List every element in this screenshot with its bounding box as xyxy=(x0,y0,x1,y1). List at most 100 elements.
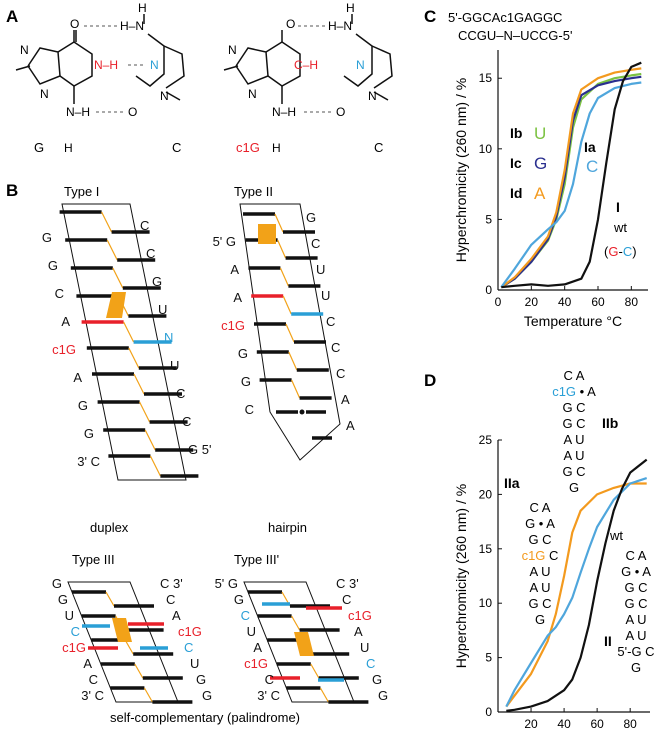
t2-left-base: A xyxy=(230,262,239,277)
chartC-y-tick-label: 5 xyxy=(485,212,492,226)
t1-rung-link xyxy=(133,373,145,395)
seq-top: 5'-GGCAc1GAGGC xyxy=(448,10,562,25)
chartD-y-tick-label: 0 xyxy=(485,705,492,719)
t2-rung-link xyxy=(274,213,284,233)
hp-iib-row: C A xyxy=(564,368,585,383)
c1g-atom-ch: C–H xyxy=(294,58,318,72)
c2-atom-h4: H–N xyxy=(328,19,352,33)
t1-rung-link xyxy=(139,401,151,423)
hp-wt-row: A U xyxy=(626,612,647,627)
label-i: I xyxy=(616,199,620,215)
hp-iib-row: G C xyxy=(562,416,585,431)
t1-rung-link xyxy=(144,429,156,451)
hp-iib-row: c1G • A xyxy=(552,384,596,399)
t3-right-base: C xyxy=(166,592,175,607)
t1-right-base: G xyxy=(152,274,162,289)
t3-right-base: C xyxy=(184,640,193,655)
t4-right-base: G xyxy=(378,688,388,703)
panel-a: A N N O N–H N–H H G H–N N O xyxy=(6,1,393,155)
t2-left-base: G xyxy=(238,346,248,361)
t2-rung-link xyxy=(282,295,292,315)
panel-a-label: A xyxy=(6,7,18,26)
hp-wt-row: G C xyxy=(624,580,647,595)
hp-iia-row: G • A xyxy=(525,516,555,531)
chartD-y-tick-label: 25 xyxy=(479,433,493,447)
t2-rung-link xyxy=(288,351,298,371)
label-ii: II xyxy=(604,633,612,649)
hbonds-c1g-c xyxy=(298,25,334,113)
hp-wt-row: A U xyxy=(626,628,647,643)
t1-right-base: G 5' xyxy=(188,442,211,457)
hbonds-g-c xyxy=(84,25,146,113)
g-structure xyxy=(15,30,93,104)
t2-rung-link xyxy=(277,239,287,259)
g-atom-n7: N xyxy=(20,43,29,57)
hp-iia-row: c1G C xyxy=(522,548,559,563)
type-iii-title: Type III xyxy=(72,552,115,567)
panel-c: C 5'-GGCAc1GAGGC CCGU–N–UCCG-5' 0 20 40 60 8… xyxy=(424,7,648,329)
t2-right-base: C xyxy=(326,314,335,329)
t2-left-base: A xyxy=(233,290,242,305)
label-ib-n: U xyxy=(534,124,546,143)
label-ib: Ib xyxy=(510,125,522,141)
t4-right-base: C 3' xyxy=(336,576,359,591)
t2-right-base: A xyxy=(346,418,355,433)
t3-left-base: A xyxy=(83,656,92,671)
g-atom-o6: O xyxy=(70,17,79,31)
g-atom-n2h: N–H xyxy=(66,105,90,119)
chartC-x-tick-label: 80 xyxy=(625,295,639,309)
t4-left-base: G xyxy=(234,592,244,607)
t2-rung-link xyxy=(291,379,301,399)
t3-right-base: A xyxy=(172,608,181,623)
t1-rung-link xyxy=(101,211,113,233)
c1-atom-n1: N xyxy=(160,89,169,103)
hp-iia-row: A U xyxy=(530,564,551,579)
t1-left-base: A xyxy=(61,314,70,329)
chartD-y-tick-label: 10 xyxy=(479,596,493,610)
c1g-atom-nh: N–H xyxy=(272,105,296,119)
c1g-name: c1G xyxy=(236,140,260,155)
t4-left-base: C xyxy=(265,672,274,687)
label-wt-pair: (G-C) xyxy=(604,244,637,259)
c2-atom-n3: N xyxy=(356,58,365,72)
t1-right-base: N xyxy=(164,330,173,345)
c-structure xyxy=(135,14,185,101)
c1-atom-o2: O xyxy=(128,105,137,119)
chartC-x-tick-label: 60 xyxy=(591,295,605,309)
t1-right-base: C xyxy=(146,246,155,261)
series-ia xyxy=(500,81,642,288)
t3-right-base: U xyxy=(190,656,199,671)
t2-right-base: U xyxy=(321,288,330,303)
c1g-atom-h: H xyxy=(272,141,281,155)
t4-right-base: c1G xyxy=(348,608,372,623)
t1-right-base: C xyxy=(140,218,149,233)
hp-iib-row: G C xyxy=(562,464,585,479)
t3-right-base: C 3' xyxy=(160,576,183,591)
hp-iia-row: G xyxy=(535,612,545,627)
c1g-atom-n9: N xyxy=(248,87,257,101)
panel-c-label: C xyxy=(424,7,436,26)
hp-iib-row: A U xyxy=(564,432,585,447)
hp-iib-row: A U xyxy=(564,448,585,463)
t4-rung-link xyxy=(319,687,329,703)
type-i-caption: duplex xyxy=(90,520,129,535)
t3-rung-link xyxy=(143,687,153,703)
t4-right-base: C xyxy=(342,592,351,607)
t1-rung-link xyxy=(123,321,135,343)
panel-b-label: B xyxy=(6,181,18,200)
hp-iib-row: G xyxy=(569,480,579,495)
t4-right-base: G xyxy=(372,672,382,687)
hp-iia-row: C A xyxy=(530,500,551,515)
chartD-y-tick-label: 15 xyxy=(479,542,493,556)
t4-left-base: A xyxy=(253,640,262,655)
t3-left-base: C xyxy=(71,624,80,639)
hp-wt-row: G xyxy=(631,660,641,675)
label-ic: Ic xyxy=(510,155,522,171)
t3-left-base: C xyxy=(89,672,98,687)
chartD-y-tick-label: 5 xyxy=(485,651,492,665)
chartD-x-tick-label: 80 xyxy=(623,717,637,731)
chart-d: 204060800510152025Temperature °CHyperchr… xyxy=(453,433,650,731)
g-name: G xyxy=(34,140,44,155)
